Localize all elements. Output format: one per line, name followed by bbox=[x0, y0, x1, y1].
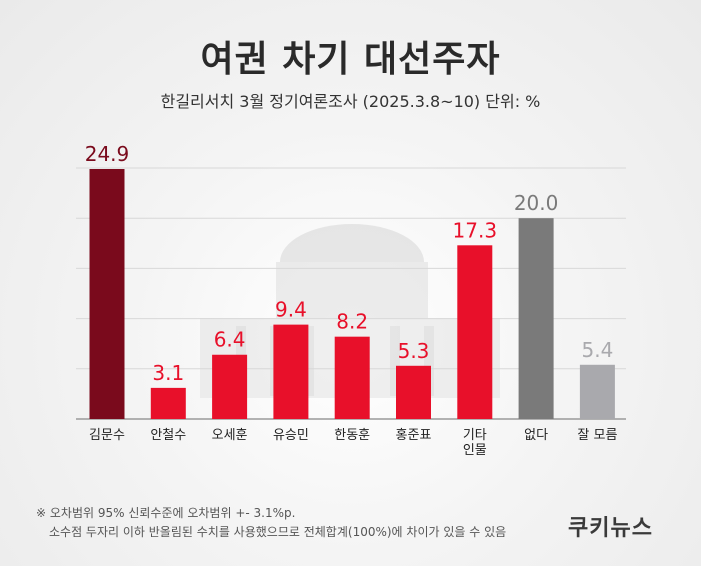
value-label: 6.4 bbox=[214, 328, 246, 352]
value-label: 24.9 bbox=[85, 142, 130, 166]
category-label: 유승민 bbox=[273, 428, 309, 443]
value-label: 5.3 bbox=[398, 339, 430, 363]
value-label: 9.4 bbox=[275, 298, 307, 322]
value-label: 5.4 bbox=[581, 338, 613, 362]
category-label: 기타 인물 bbox=[463, 428, 487, 458]
bar bbox=[150, 387, 186, 419]
category-label: 없다 bbox=[524, 428, 548, 443]
bar bbox=[212, 354, 248, 419]
value-label: 17.3 bbox=[453, 218, 498, 242]
value-label: 20.0 bbox=[514, 191, 559, 215]
bar bbox=[89, 169, 125, 419]
chart-title: 여권 차기 대선주자 bbox=[200, 39, 501, 80]
bar bbox=[518, 218, 554, 419]
category-label: 한동훈 bbox=[334, 428, 370, 443]
value-label: 3.1 bbox=[152, 361, 184, 385]
brand-logo: 쿠키뉴스 bbox=[568, 516, 653, 541]
bar bbox=[457, 245, 493, 419]
value-labels: 24.9 3.1 6.4 9.4 8.2 5.3 17.3 20.0 5.4 bbox=[85, 142, 614, 385]
footnote-line-2: 소수점 두자리 이하 반올림된 수치를 사용했으므로 전체합계(100%)에 차… bbox=[49, 525, 507, 539]
category-label: 홍준표 bbox=[396, 428, 432, 443]
category-label: 김문수 bbox=[89, 428, 125, 443]
bars bbox=[89, 169, 615, 419]
footnote: ※ 오차범위 95% 신뢰수준에 오차범위 +- 3.1%p. 소수점 두자리 … bbox=[36, 504, 556, 542]
bar bbox=[334, 336, 370, 419]
value-label: 8.2 bbox=[336, 310, 368, 334]
chart-subtitle: 한길리서치 3월 정기여론조사 (2025.3.8~10) 단위: % bbox=[160, 92, 541, 111]
bar bbox=[273, 324, 309, 419]
category-label: 잘 모름 bbox=[577, 428, 617, 443]
category-label: 오세훈 bbox=[212, 428, 248, 443]
bar bbox=[579, 364, 615, 419]
footnote-line-1: ※ 오차범위 95% 신뢰수준에 오차범위 +- 3.1%p. bbox=[36, 506, 296, 520]
category-label: 안철수 bbox=[150, 428, 186, 443]
bar bbox=[396, 365, 431, 419]
category-labels: 김문수 안철수 오세훈 유승민 한동훈 홍준표 기타 인물 없다 잘 모름 bbox=[89, 428, 617, 458]
